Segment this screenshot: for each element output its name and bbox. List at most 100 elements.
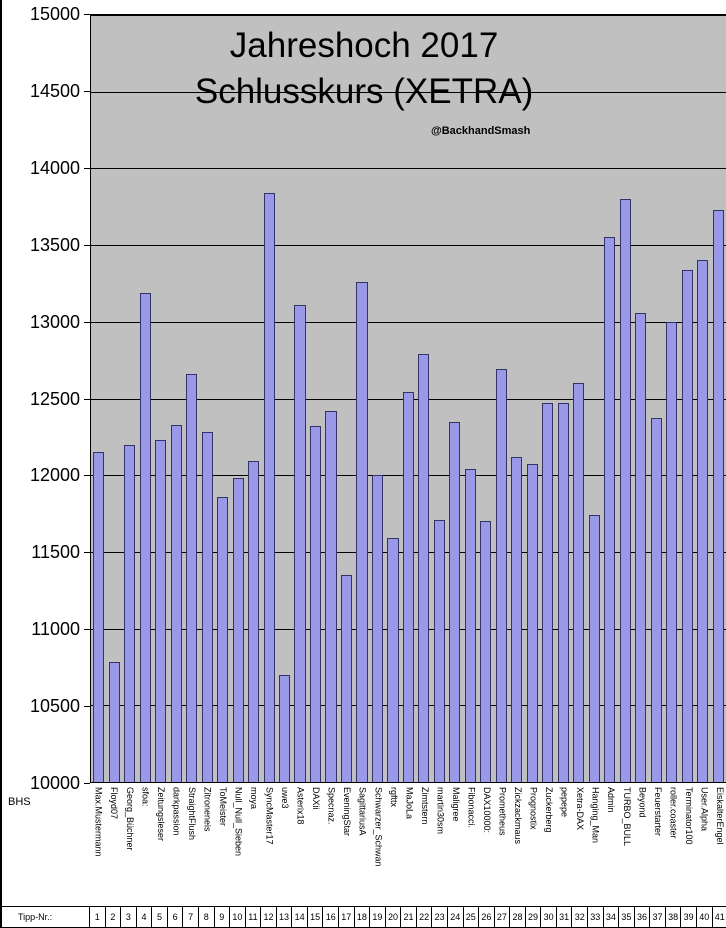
bar [371,475,384,782]
x-label-slot: Max.Mustermann [90,787,106,905]
gridline [91,168,726,170]
bar [170,424,182,782]
x-category-label: Maligree [450,787,461,822]
y-tick-label: 13500 [29,234,80,255]
y-tick-label: 11500 [31,542,80,563]
bar [201,432,213,782]
x-category-label: Zickzackmaus [513,787,524,845]
y-tick-label: 13000 [29,311,80,332]
tipp-number-cell: 31 [557,907,573,927]
bar-slot [401,15,416,782]
x-label-slot: Feuerstarter [649,787,665,905]
x-category-label: darkpassion [171,787,182,836]
bar-slot [617,15,632,782]
bar-slot [370,15,385,782]
x-category-label: ToMeister [217,787,228,827]
bar-slot [277,15,292,782]
bar-slot [633,15,648,782]
y-tick-mark [84,90,90,92]
bar [557,403,569,782]
x-label-slot: Georg_Büchner [121,787,137,905]
x-axis: Max.Mustermann Floyd07 Georg_Büchner sfoa: Z… [90,787,726,905]
x-category-label: TURBO_BULL [621,787,632,847]
bar-slot [432,15,447,782]
x-category-label: Georg_Büchner [124,787,135,851]
tipp-number-cell: 20 [386,907,402,927]
x-category-label: Feuerstarter [652,787,663,837]
tipp-number-cell: 4 [137,907,153,927]
x-label-slot: User.Alpha [696,787,712,905]
y-tick-mark [84,14,90,15]
bar [248,461,260,782]
bar-slot [230,15,245,782]
bar-slot [556,15,571,782]
gridline [91,321,726,323]
x-category-label: Prognostix [528,787,539,830]
y-tick-mark [84,475,90,477]
tipp-number-cell: 25 [464,907,480,927]
tipp-number-cell: 36 [635,907,651,927]
y-tick-mark [84,783,90,784]
bar [124,444,136,782]
bar-slot [137,15,152,782]
bar-slot [168,15,183,782]
bar [464,469,476,782]
bar-slot [308,15,323,782]
x-category-label: User.Alpha [699,787,710,832]
bar [588,515,600,782]
x-label-slot: Asterix18 [292,787,308,905]
tipp-number-cell: 32 [572,907,588,927]
y-tick-mark [84,167,90,169]
x-category-label: SyncMaster17 [264,787,275,845]
bar [573,383,585,782]
tipp-number-cell: 14 [292,907,308,927]
x-label-slot: martin30sm [432,787,448,905]
gridline [91,91,726,93]
plot-area: Jahreshoch 2017 Schlusskurs (XETRA) @Bac… [90,14,726,783]
y-tick-mark [84,244,90,246]
x-category-label: martin30sm [435,787,446,835]
tipp-number-cell: 6 [168,907,184,927]
tipp-number-row: Tipp-Nr.: 1 2 3 4 5 6 7 8 9 10 11 12 13 14 15 16 17 18 19 2… [2,906,726,928]
bar-slot [509,15,524,782]
bar-slot [494,15,509,782]
bar-slot [525,15,540,782]
x-category-label: moya [249,787,260,810]
tipp-number-cell: 3 [121,907,137,927]
x-label-slot: Zitroneneis [199,787,215,905]
bar-slot [571,15,586,782]
gridline [91,782,726,783]
x-label-slot: Terminator100 [680,787,696,905]
x-label-slot: Zickzackmaus [509,787,525,905]
x-label-slot: Schwarzer_Schwan [370,787,386,905]
x-label-slot: pepepe [556,787,572,905]
bar-slot [246,15,261,782]
x-label-slot: StraightFlush [183,787,199,905]
bar [325,410,337,782]
tipp-number-cell: 34 [604,907,620,927]
y-tick-label: 15000 [29,4,80,24]
bar [139,292,151,782]
bar [93,452,105,782]
tipp-number-cell: 11 [246,907,262,927]
x-category-label: uwe3 [280,787,291,809]
y-tick-label: 11000 [31,619,80,640]
bar [108,662,120,782]
x-category-label: EiskalterEngel [714,787,725,845]
tipp-number-cell: 29 [526,907,542,927]
bar-slot [710,15,725,782]
tipp-number-cell: 22 [417,907,433,927]
y-tick-mark [84,398,90,400]
tipp-number-cell: 12 [261,907,277,927]
x-label-slot: Xetra-DAX [571,787,587,905]
x-label-slot: MaJoLa [401,787,417,905]
y-tick-label: 10500 [29,696,80,717]
x-category-label: Fibonacci. [466,787,477,829]
tipp-number-cell: 10 [230,907,246,927]
tipp-number-cell: 5 [152,907,168,927]
bar-slot [292,15,307,782]
x-category-label: Specnaz. [326,787,337,825]
bar-slot [695,15,710,782]
bar [263,192,275,782]
